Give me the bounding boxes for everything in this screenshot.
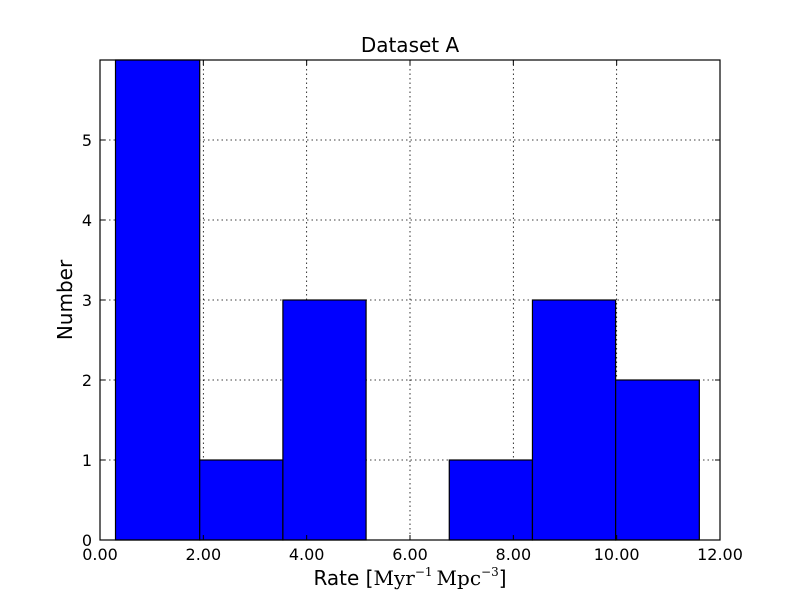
chart-title: Dataset A <box>361 33 460 57</box>
y-tick-label: 1 <box>82 451 92 470</box>
x-tick-labels: 0.00 2.00 4.00 6.00 8.00 10.00 12.00 <box>82 545 743 564</box>
y-tick-label: 2 <box>82 371 92 390</box>
x-axis-label: Rate [Myr−1 Mpc−3] <box>313 565 506 590</box>
histogram-bar <box>615 379 700 541</box>
y-axis-label: Number <box>53 259 77 340</box>
histogram-bar <box>199 459 284 541</box>
axis-ticks <box>99 60 721 541</box>
x-tick-label: 0.00 <box>82 545 118 564</box>
y-tick-labels: 0 1 2 3 4 5 <box>82 131 92 550</box>
x-tick-label: 6.00 <box>392 545 428 564</box>
x-axis-label-exp1: −1 <box>415 565 433 579</box>
x-axis-label-exp2: −3 <box>481 565 499 579</box>
y-tick-label: 4 <box>82 211 92 230</box>
y-tick-label: 3 <box>82 291 92 310</box>
x-axis-label-unit2: Mpc <box>437 566 481 590</box>
x-tick-label: 12.00 <box>697 545 743 564</box>
histogram-bars <box>114 59 700 541</box>
x-axis-label-prefix: Rate [ <box>313 566 373 590</box>
histogram-bar <box>531 299 617 541</box>
x-axis-label-suffix: ] <box>499 566 507 590</box>
histogram-bar <box>282 299 367 541</box>
y-tick-label: 0 <box>82 531 92 550</box>
x-axis-label-unit1: Myr <box>373 566 415 590</box>
histogram-bar <box>114 59 201 541</box>
x-tick-label: 2.00 <box>186 545 222 564</box>
x-tick-label: 10.00 <box>594 545 640 564</box>
histogram-bar <box>448 459 534 541</box>
x-tick-label: 4.00 <box>289 545 325 564</box>
y-tick-label: 5 <box>82 131 92 150</box>
x-tick-label: 8.00 <box>496 545 532 564</box>
